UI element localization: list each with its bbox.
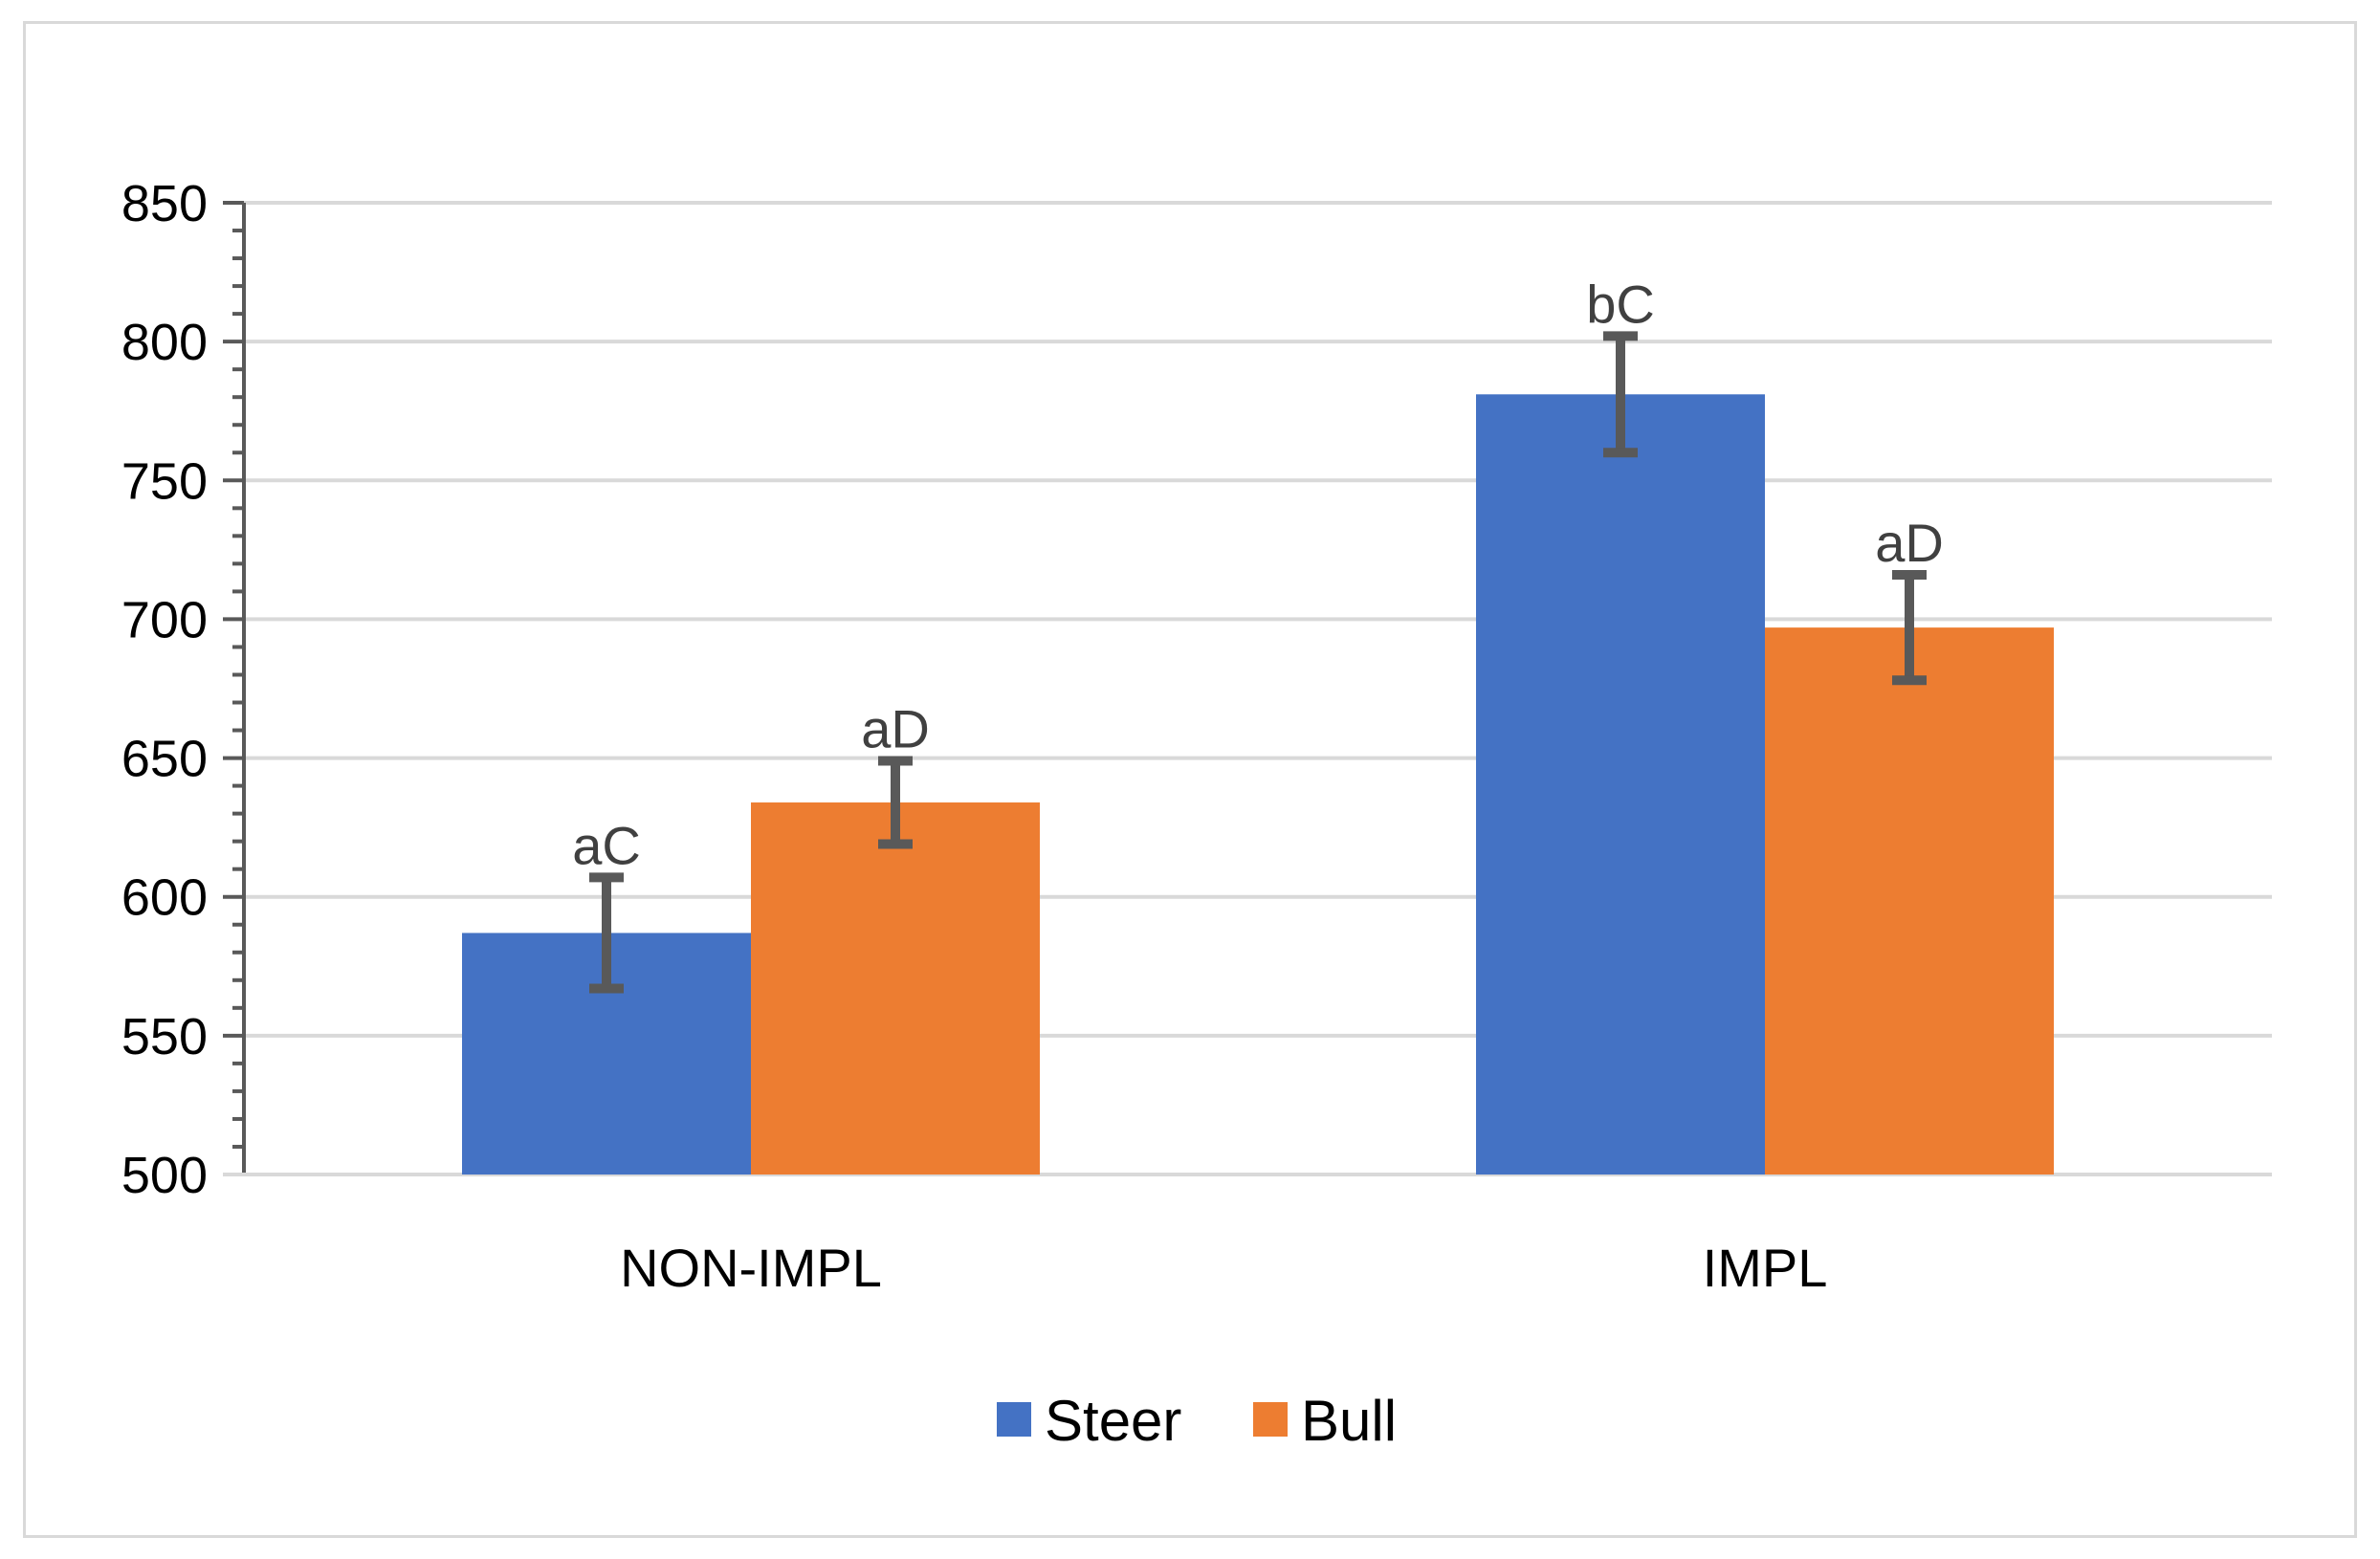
data-label: aD xyxy=(1875,513,1944,573)
legend-label: Steer xyxy=(1045,1389,1181,1453)
legend: Steer Bull xyxy=(997,1389,1397,1453)
legend-swatch xyxy=(1253,1402,1288,1437)
bar-bull-impl xyxy=(1765,627,2054,1175)
legend-swatch xyxy=(997,1402,1031,1437)
x-axis-labels: NON-IMPL IMPL xyxy=(620,1238,1827,1298)
y-tick-label: 500 xyxy=(121,1147,208,1204)
data-label: aD xyxy=(861,698,930,758)
y-tick-label: 550 xyxy=(121,1008,208,1065)
legend-item-bull: Bull xyxy=(1253,1389,1397,1453)
x-category-label: NON-IMPL xyxy=(620,1238,882,1298)
bar-bull-non-impl xyxy=(751,802,1040,1175)
y-tick-label: 600 xyxy=(121,869,208,927)
data-label: bC xyxy=(1586,274,1655,334)
error-bar xyxy=(1603,331,1638,458)
y-tick-label: 800 xyxy=(121,314,208,371)
bar-steer-impl xyxy=(1476,394,1765,1175)
x-category-label: IMPL xyxy=(1703,1238,1828,1298)
legend-item-steer: Steer xyxy=(997,1389,1181,1453)
bars xyxy=(462,394,2054,1175)
y-tick-label: 650 xyxy=(121,731,208,788)
y-tick-label: 700 xyxy=(121,591,208,648)
error-bar xyxy=(878,756,913,849)
data-label: aC xyxy=(572,815,641,875)
error-bars xyxy=(589,331,1927,994)
y-tick-label: 850 xyxy=(121,175,208,232)
y-axis: 500 550 600 650 700 750 800 850 xyxy=(121,175,2272,1204)
legend-label: Bull xyxy=(1301,1389,1397,1453)
error-bar xyxy=(589,872,624,994)
error-bar xyxy=(1892,569,1927,686)
data-labels: aC aD bC aD xyxy=(572,274,1944,875)
y-tick-label: 750 xyxy=(121,452,208,510)
